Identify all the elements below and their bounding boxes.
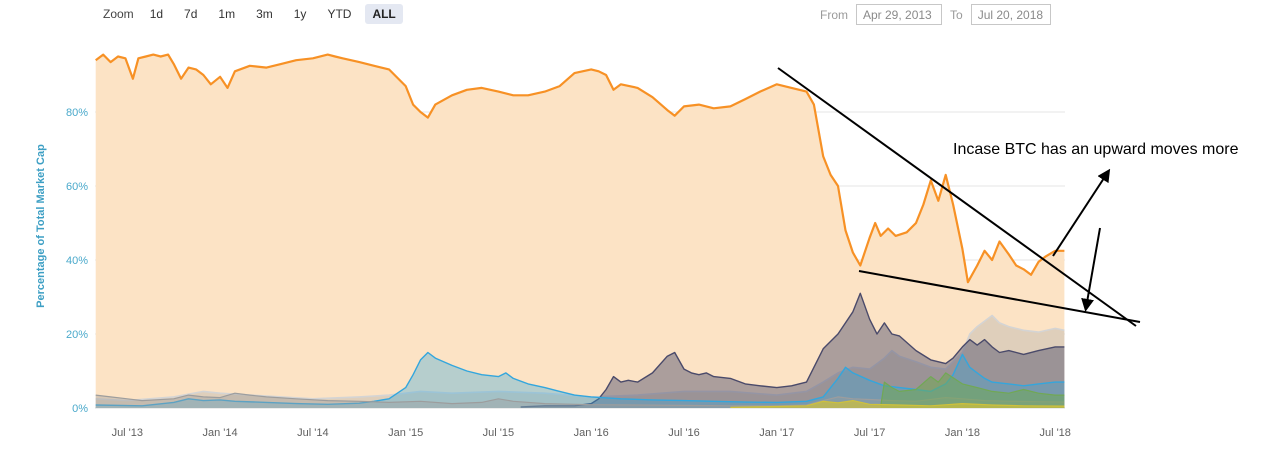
annotation-line-2 xyxy=(1052,168,1111,257)
x-tick-label: Jan '16 xyxy=(574,427,609,439)
x-tick-label: Jul '17 xyxy=(854,427,885,439)
x-tick-label: Jul '16 xyxy=(668,427,699,439)
to-date-input[interactable] xyxy=(970,4,1051,25)
zoom-button-1d[interactable]: 1d xyxy=(143,4,170,24)
series-line-ripple xyxy=(95,351,1065,407)
y-tick-label: 0% xyxy=(72,403,88,415)
series-areas xyxy=(95,53,1065,408)
x-tick-label: Jan '17 xyxy=(759,427,794,439)
series-line-ethereum xyxy=(520,292,1065,408)
y-tick-label: 20% xyxy=(66,329,88,341)
y-tick-label: 40% xyxy=(66,255,88,267)
zoom-button-1m[interactable]: 1m xyxy=(211,4,242,24)
x-tick-label: Jul '13 xyxy=(112,427,143,439)
zoom-button-ytd[interactable]: YTD xyxy=(320,4,358,24)
zoom-button-3m[interactable]: 3m xyxy=(249,4,280,24)
zoom-button-1y[interactable]: 1y xyxy=(287,4,314,24)
x-tick-label: Jul '14 xyxy=(297,427,328,439)
annotation-text: Incase BTC has an upward moves more xyxy=(953,141,1239,158)
from-date-input[interactable] xyxy=(856,4,942,25)
from-label: From xyxy=(820,7,848,22)
x-tick-label: Jul '15 xyxy=(483,427,514,439)
to-label: To xyxy=(950,7,963,22)
range-selector-toolbar: Zoom 1d 7d 1m 3m 1y YTD ALL xyxy=(103,4,403,24)
trendline-annotations xyxy=(777,67,1141,327)
series-area-bitcoin-cash xyxy=(880,372,1065,408)
y-tick-label: 80% xyxy=(66,107,88,119)
x-tick-label: Jan '15 xyxy=(388,427,423,439)
annotation-line-3 xyxy=(1081,227,1101,312)
zoom-label: Zoom xyxy=(103,7,134,21)
zoom-button-7d[interactable]: 7d xyxy=(177,4,204,24)
x-tick-label: Jul '18 xyxy=(1039,427,1070,439)
series-line-others xyxy=(95,314,1065,402)
x-tick-label: Jan '14 xyxy=(203,427,238,439)
y-tick-label: 60% xyxy=(66,181,88,193)
y-axis-title: Percentage of Total Market Cap xyxy=(35,144,47,308)
series-area-others xyxy=(95,315,1065,408)
series-line-bitcoin xyxy=(95,53,1065,284)
series-area-bitcoin xyxy=(95,54,1065,408)
series-line-nem xyxy=(730,400,1065,408)
zoom-button-all[interactable]: ALL xyxy=(365,4,403,24)
axis-tick-labels: 0% 20% 40% 60% 80% Jul '13 Jan '14 Jul '14 Jan '… xyxy=(66,107,1071,439)
annotation-line-0 xyxy=(777,67,1137,327)
date-range-controls: From To xyxy=(820,4,1051,25)
series-line-bitcoin-cash xyxy=(880,372,1065,407)
annotation-line-1 xyxy=(858,270,1141,323)
series-area-nem xyxy=(730,400,1065,408)
x-tick-label: Jan '18 xyxy=(945,427,980,439)
